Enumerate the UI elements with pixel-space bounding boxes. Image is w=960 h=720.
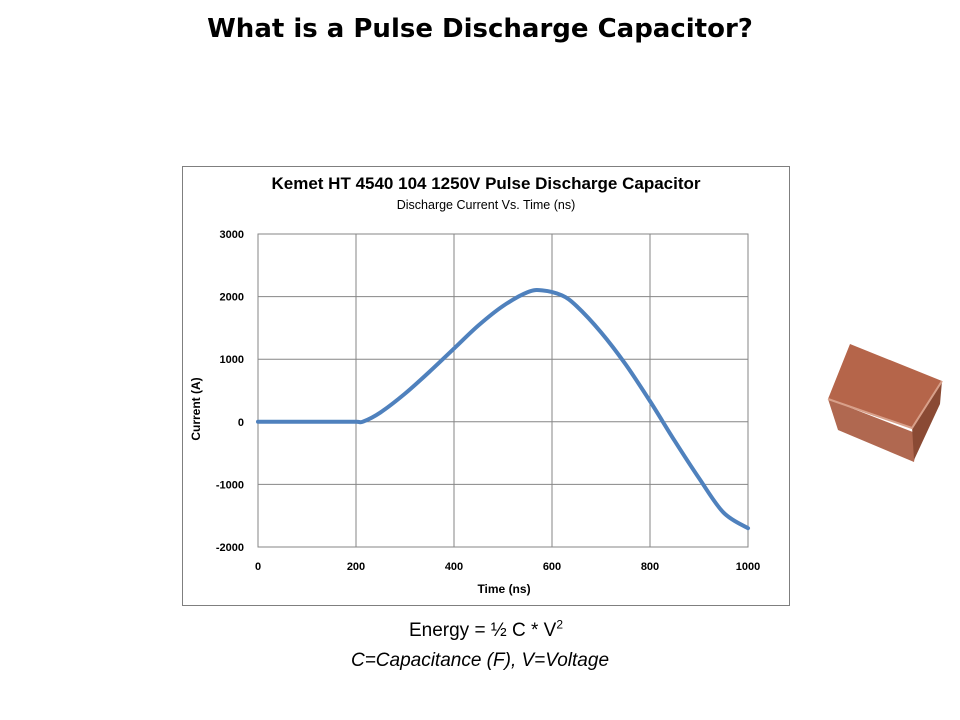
- y-tick-label: -1000: [216, 479, 244, 491]
- formula-text: Energy = ½ C * V: [408, 620, 557, 641]
- energy-formula: Energy = ½ C * V2: [0, 617, 960, 642]
- capacitor-chip-image: [826, 342, 944, 464]
- plot-area-border: [257, 233, 749, 548]
- variable-definitions: C=Capacitance (F), V=Voltage: [350, 650, 610, 671]
- x-tick-label: 200: [347, 561, 365, 573]
- capacitor-top-face: [828, 344, 942, 428]
- chart-title: Kemet HT 4540 104 1250V Pulse Discharge …: [272, 174, 701, 193]
- capacitor-side-face: [828, 399, 918, 462]
- x-axis-label: Time (ns): [477, 582, 530, 596]
- chart-tick-labels: 0 200 400 600 800 1000 3000 2000 1000 0 -1000 -2000: [216, 229, 760, 573]
- capacitor-end-face: [912, 381, 942, 460]
- y-tick-label: -2000: [216, 542, 244, 554]
- x-tick-label: 600: [543, 561, 561, 573]
- x-tick-label: 1000: [736, 561, 760, 573]
- chart-frame: 0 200 400 600 800 1000 3000 2000 1000 0 -1000 -2000…: [182, 166, 790, 606]
- discharge-current-line: [256, 288, 750, 531]
- x-tick-label: 400: [445, 561, 463, 573]
- x-tick-label: 800: [641, 561, 659, 573]
- chart-subtitle: Discharge Current Vs. Time (ns): [397, 198, 576, 212]
- y-tick-label: 3000: [220, 229, 244, 241]
- chart-series-layer: [256, 288, 750, 531]
- y-tick-label: 2000: [220, 292, 244, 304]
- formula-exponent: 2: [556, 617, 563, 632]
- chart-grid: [257, 233, 749, 548]
- slide-title: What is a Pulse Discharge Capacitor?: [207, 14, 753, 44]
- discharge-current-chart: 0 200 400 600 800 1000 3000 2000 1000 0 -1000 -2000…: [189, 174, 760, 596]
- y-tick-label: 0: [238, 417, 244, 429]
- y-tick-label: 1000: [220, 354, 244, 366]
- x-tick-label: 0: [255, 561, 261, 573]
- y-axis-label: Current (A): [189, 377, 203, 440]
